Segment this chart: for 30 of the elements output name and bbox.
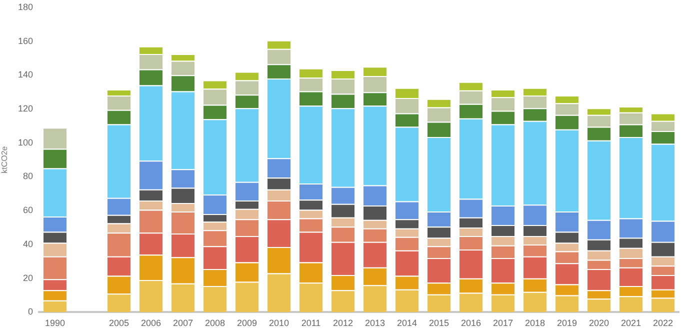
y-tick-label: 160 [18, 36, 33, 46]
x-tick-label: 2016 [460, 318, 482, 328]
y-axis-title: ktCO2e [0, 146, 10, 174]
y-tick-label: 120 [18, 103, 33, 114]
x-tick-label: 2013 [364, 318, 386, 328]
x-tick-label: 2020 [588, 318, 610, 328]
x-tick-label: 2018 [524, 318, 546, 328]
x-tick-label: 2007 [172, 318, 194, 328]
y-tick-label: 80 [22, 171, 33, 182]
x-tick-label: 2022 [652, 318, 674, 328]
x-tick-label: 2009 [236, 318, 258, 328]
x-tick-label: 2011 [301, 318, 321, 328]
x-tick-label: 2019 [556, 318, 578, 328]
x-tick-label: 2012 [332, 318, 354, 328]
y-tick-label: 60 [22, 205, 33, 216]
x-tick-label: 1990 [44, 318, 66, 328]
y-tick-label: 140 [18, 70, 33, 80]
y-tick-label: 20 [22, 272, 33, 283]
y-tick-label: 100 [18, 137, 33, 148]
x-tick-label: 2005 [108, 318, 130, 328]
y-tick-label: 180 [18, 2, 33, 12]
x-tick-label: 2014 [396, 318, 418, 328]
x-tick-label: 2015 [428, 318, 450, 328]
x-tick-label: 2010 [268, 318, 290, 328]
x-tick-label: 2021 [620, 318, 642, 328]
x-tick-label: 2017 [492, 318, 514, 328]
x-tick-label: 2008 [204, 318, 226, 328]
x-tick-label: 2006 [140, 318, 162, 328]
y-tick-label: 40 [22, 238, 33, 249]
y-tick-label: 0 [28, 306, 33, 317]
